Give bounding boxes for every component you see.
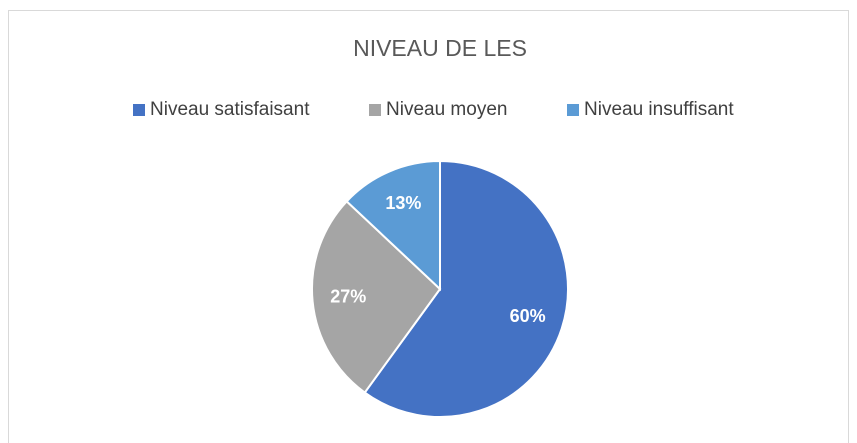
legend-label: Niveau satisfaisant	[150, 99, 310, 120]
pie-slice	[311, 199, 442, 394]
legend-swatch	[567, 104, 579, 116]
data-label: 27%	[330, 286, 366, 306]
data-label: 13%	[385, 193, 421, 213]
legend-label: Niveau moyen	[386, 99, 507, 120]
pie-slice	[345, 159, 441, 292]
legend-label: Niveau insuffisant	[584, 99, 734, 120]
legend-swatch	[369, 104, 381, 116]
data-label: 60%	[510, 306, 546, 326]
chart-title: NIVEAU DE LES	[353, 35, 527, 61]
pie-slice	[363, 159, 569, 418]
legend-swatch	[133, 104, 145, 116]
